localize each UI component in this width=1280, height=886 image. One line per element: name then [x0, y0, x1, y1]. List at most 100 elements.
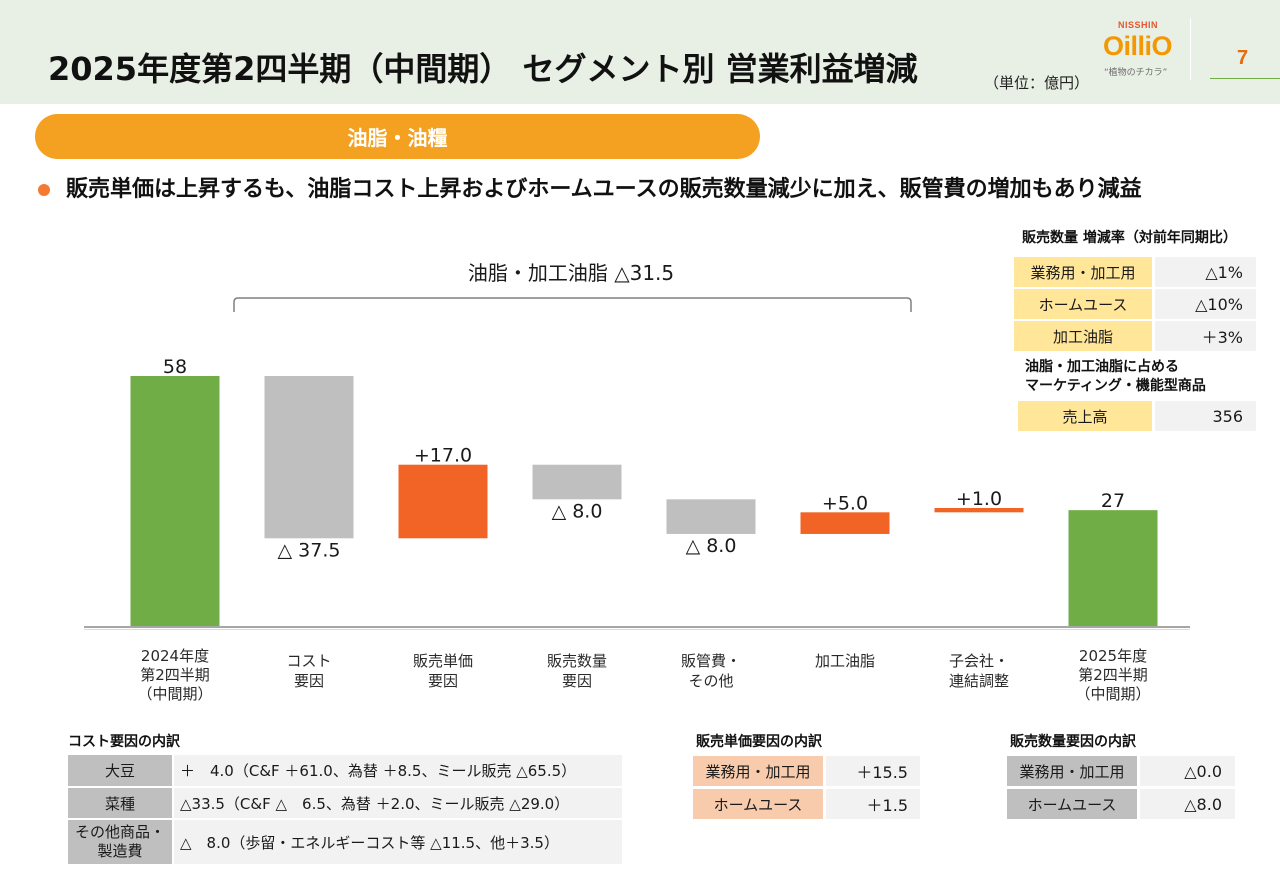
volume-breakdown-title: 販売数量要因の内訳	[1010, 734, 1136, 750]
row-value: △10%	[1155, 289, 1256, 319]
bracket	[233, 297, 912, 312]
row-value: 356	[1155, 401, 1256, 431]
table-row: ホームユース ＋1.5	[693, 789, 920, 819]
bar-sales-volume-factor	[532, 464, 622, 500]
table-row: 売上高 356	[1018, 401, 1256, 431]
cost-breakdown-title: コスト要因の内訳	[68, 734, 180, 750]
table-row: 加工油脂 ＋3%	[1014, 321, 1256, 351]
row-label: ホームユース	[1007, 789, 1137, 819]
category-label-line: 要因	[294, 672, 324, 690]
category-label-cost-factor: コスト要因	[286, 652, 331, 690]
data-label-unit-price-factor: +17.0	[414, 445, 472, 467]
category-label-fy2024-h1: 2024年度第2四半期（中間期）	[137, 647, 212, 703]
logo-company-text: NISSHIN	[1118, 20, 1159, 30]
row-label: 菜種	[68, 788, 172, 818]
summary-text: 販売単価は上昇するも、油脂コスト上昇およびホームユースの販売数量減少に加え、販管…	[66, 177, 1142, 202]
table-row: その他商品・ 製造費 △ 8.0（歩留・エネルギーコスト等 △11.5、他＋3.…	[68, 820, 622, 864]
category-label-line: 連結調整	[949, 672, 1009, 690]
row-label: 業務用・加工用	[693, 756, 823, 786]
row-value: △0.0	[1140, 756, 1235, 786]
category-label-fy2025-h1: 2025年度第2四半期（中間期）	[1075, 647, 1150, 703]
page-number-rule	[1210, 78, 1280, 79]
bar-fy2025-h1	[1068, 510, 1158, 627]
unit-note: （単位：億円）	[984, 74, 1090, 92]
page-title: 2025年度第2四半期（中間期） セグメント別 営業利益増減	[48, 50, 918, 88]
category-label-line: 販売数量	[547, 652, 607, 670]
data-label-processed-oils: +5.0	[822, 492, 868, 514]
table-row: 業務用・加工用 ＋15.5	[693, 756, 920, 786]
category-label-line: 要因	[562, 672, 592, 690]
category-label-line: その他	[688, 672, 733, 690]
bar-unit-price-factor	[398, 464, 488, 539]
row-label: 大豆	[68, 755, 172, 786]
row-label: 業務用・加工用	[1007, 756, 1137, 786]
row-value: △33.5（C&F △ 6.5、為替 ＋2.0、ミール販売 △29.0）	[174, 788, 622, 818]
price-breakdown-table: 業務用・加工用 ＋15.5 ホームユース ＋1.5	[693, 756, 920, 819]
price-breakdown-title: 販売単価要因の内訳	[696, 734, 822, 750]
volume-breakdown-table: 業務用・加工用 △0.0 ホームユース △8.0	[1007, 756, 1235, 819]
category-label-line: 販売単価	[413, 652, 473, 670]
header-separator	[1190, 18, 1191, 80]
bar-fy2024-h1	[130, 376, 220, 627]
marketing-sales-title: 油脂・加工油脂に占める マーケティング・機能型商品	[1025, 358, 1206, 396]
category-label-line: 子会社・	[949, 652, 1009, 670]
table-row: ホームユース △8.0	[1007, 789, 1235, 819]
row-value: △8.0	[1140, 789, 1235, 819]
category-label-line: コスト	[286, 652, 331, 670]
row-value: △ 8.0（歩留・エネルギーコスト等 △11.5、他＋3.5）	[174, 820, 622, 864]
row-label: 加工油脂	[1014, 321, 1152, 351]
table-row: ホームユース △10%	[1014, 289, 1256, 319]
data-label-fy2025-h1: 27	[1101, 490, 1125, 512]
bar-cost-factor	[264, 376, 354, 539]
row-label-line: 製造費	[97, 842, 143, 860]
category-label-line: 第2四半期	[140, 666, 210, 684]
category-label-line: 2024年度	[141, 647, 209, 665]
category-label-line: （中間期）	[1075, 685, 1150, 703]
row-value: ＋1.5	[826, 789, 920, 819]
section-banner: 油脂・油糧	[35, 114, 760, 159]
data-label-fy2024-h1: 58	[163, 356, 187, 378]
cost-breakdown-table: 大豆 ＋ 4.0（C&F ＋61.0、為替 ＋8.5、ミール販売 △65.5） …	[68, 755, 622, 864]
category-label-line: 販管費・	[681, 652, 741, 670]
logo-tagline: “植物のチカラ”	[1104, 68, 1168, 78]
table-row: 大豆 ＋ 4.0（C&F ＋61.0、為替 ＋8.5、ミール販売 △65.5）	[68, 755, 622, 786]
page-number: 7	[1237, 47, 1249, 69]
category-label-subsidiaries-consolidation: 子会社・連結調整	[949, 652, 1009, 690]
table-row: 菜種 △33.5（C&F △ 6.5、為替 ＋2.0、ミール販売 △29.0）	[68, 788, 622, 818]
bars-layer	[130, 376, 1158, 627]
row-label: その他商品・ 製造費	[68, 820, 172, 864]
bullet-dot-icon	[38, 184, 50, 196]
bar-subsidiaries-consolidation	[934, 507, 1024, 513]
row-value: ＋3%	[1155, 321, 1256, 351]
category-label-line: （中間期）	[137, 685, 212, 703]
marketing-sales-table: 売上高 356	[1018, 401, 1256, 431]
table-row: 業務用・加工用 △1%	[1014, 257, 1256, 287]
data-label-subsidiaries-consolidation: +1.0	[956, 488, 1002, 510]
volume-growth-table: 業務用・加工用 △1% ホームユース △10% 加工油脂 ＋3%	[1014, 257, 1256, 351]
category-label-line: 要因	[428, 672, 458, 690]
category-label-sga-other: 販管費・その他	[681, 652, 741, 690]
category-label-processed-oils: 加工油脂	[815, 652, 875, 670]
marketing-title-line1: 油脂・加工油脂に占める	[1025, 359, 1179, 375]
row-label: 売上高	[1018, 401, 1152, 431]
row-value: ＋15.5	[826, 756, 920, 786]
section-label: 油脂・油糧	[347, 126, 448, 150]
category-label-unit-price-factor: 販売単価要因	[413, 652, 473, 690]
logo-brand: OilliO	[1103, 31, 1173, 61]
row-label: 業務用・加工用	[1014, 257, 1152, 287]
row-value: △1%	[1155, 257, 1256, 287]
row-value: ＋ 4.0（C&F ＋61.0、為替 ＋8.5、ミール販売 △65.5）	[174, 755, 622, 786]
category-label-line: 2025年度	[1079, 647, 1147, 665]
data-label-sales-volume-factor: △ 8.0	[552, 500, 603, 522]
category-label-sales-volume-factor: 販売数量要因	[547, 652, 607, 690]
row-label: ホームユース	[1014, 289, 1152, 319]
volume-growth-title: 販売数量 増減率（対前年同期比）	[1022, 230, 1237, 246]
bar-processed-oils	[800, 512, 890, 534]
category-label-line: 加工油脂	[815, 652, 875, 670]
marketing-title-line2: マーケティング・機能型商品	[1025, 378, 1206, 394]
category-label-line: 第2四半期	[1078, 666, 1148, 684]
row-label-line: その他商品・	[74, 823, 165, 841]
bracket-label: 油脂・加工油脂 △31.5	[468, 261, 674, 285]
